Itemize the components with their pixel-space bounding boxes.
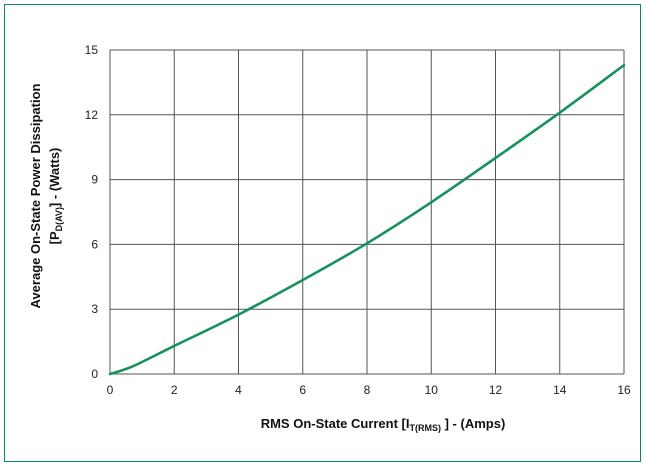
y-tick-label: 0 bbox=[91, 367, 98, 381]
y-tick-label: 12 bbox=[85, 108, 99, 122]
y-tick-label: 6 bbox=[91, 237, 98, 251]
series-line bbox=[108, 63, 626, 376]
x-tick-label: 16 bbox=[617, 383, 631, 397]
y-axis-title: Average On-State Power Dissipation [PD(A… bbox=[28, 83, 64, 308]
x-tick-label: 4 bbox=[235, 383, 242, 397]
x-axis-title: RMS On-State Current [IT(RMS) ] - (Amps) bbox=[261, 416, 506, 433]
y-tick-labels: 0 3 6 9 12 15 bbox=[85, 43, 99, 381]
x-tick-label: 12 bbox=[489, 383, 503, 397]
x-tick-label: 14 bbox=[553, 383, 567, 397]
grid-lines bbox=[109, 49, 625, 375]
y-axis-title-line1: Average On-State Power Dissipation bbox=[28, 83, 43, 308]
x-tick-label: 0 bbox=[107, 383, 114, 397]
y-tick-label: 15 bbox=[85, 43, 99, 57]
y-axis-title-line2: [PD(AV)] - (Watts) bbox=[47, 148, 64, 245]
x-tick-label: 8 bbox=[364, 383, 371, 397]
y-tick-label: 3 bbox=[91, 302, 98, 316]
x-tick-labels: 0 2 4 6 8 10 12 14 16 bbox=[107, 383, 631, 397]
x-tick-label: 10 bbox=[425, 383, 439, 397]
x-tick-label: 6 bbox=[299, 383, 306, 397]
series-layer bbox=[108, 63, 626, 376]
x-tick-label: 2 bbox=[171, 383, 178, 397]
y-tick-label: 9 bbox=[91, 173, 98, 187]
